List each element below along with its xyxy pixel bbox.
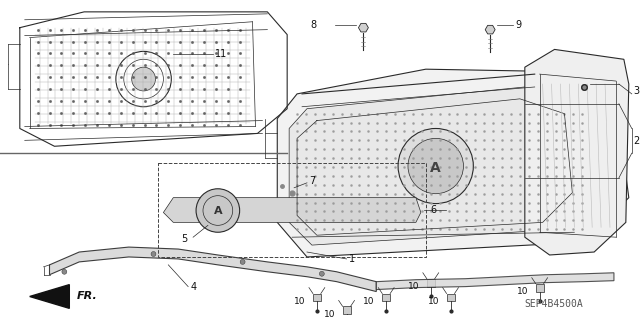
Circle shape [408, 138, 463, 194]
Polygon shape [376, 273, 614, 290]
Text: A: A [214, 206, 222, 217]
Polygon shape [382, 293, 390, 301]
Text: 11: 11 [215, 49, 227, 59]
Circle shape [132, 67, 156, 91]
Circle shape [240, 259, 245, 264]
Text: 4: 4 [190, 282, 196, 292]
Text: 7: 7 [309, 176, 316, 186]
Text: 10: 10 [517, 287, 529, 296]
Polygon shape [342, 306, 351, 314]
Text: 8: 8 [311, 20, 317, 30]
Circle shape [319, 271, 324, 276]
Text: 10: 10 [428, 297, 439, 306]
Polygon shape [536, 284, 543, 292]
Text: 10: 10 [364, 297, 375, 306]
Text: 2: 2 [634, 136, 640, 146]
Polygon shape [277, 69, 628, 257]
Text: 10: 10 [408, 282, 419, 291]
Text: FR.: FR. [77, 292, 98, 301]
Text: 10: 10 [324, 310, 335, 319]
Polygon shape [358, 23, 369, 32]
Polygon shape [163, 198, 421, 222]
Text: 10: 10 [294, 297, 305, 306]
Circle shape [196, 189, 239, 232]
Polygon shape [289, 87, 594, 245]
Text: 1: 1 [349, 254, 355, 264]
Text: 9: 9 [515, 20, 521, 30]
Polygon shape [485, 26, 495, 34]
Text: 5: 5 [181, 234, 188, 244]
Text: 6: 6 [431, 204, 437, 214]
Circle shape [62, 269, 67, 274]
Polygon shape [427, 279, 435, 286]
Polygon shape [525, 49, 628, 255]
Polygon shape [49, 247, 376, 292]
Polygon shape [313, 293, 321, 301]
Text: 3: 3 [634, 86, 640, 96]
Text: SEP4B4500A: SEP4B4500A [525, 300, 584, 309]
Circle shape [151, 251, 156, 256]
Polygon shape [29, 285, 69, 308]
Text: A: A [430, 161, 441, 175]
Polygon shape [447, 293, 454, 301]
Circle shape [398, 129, 474, 204]
